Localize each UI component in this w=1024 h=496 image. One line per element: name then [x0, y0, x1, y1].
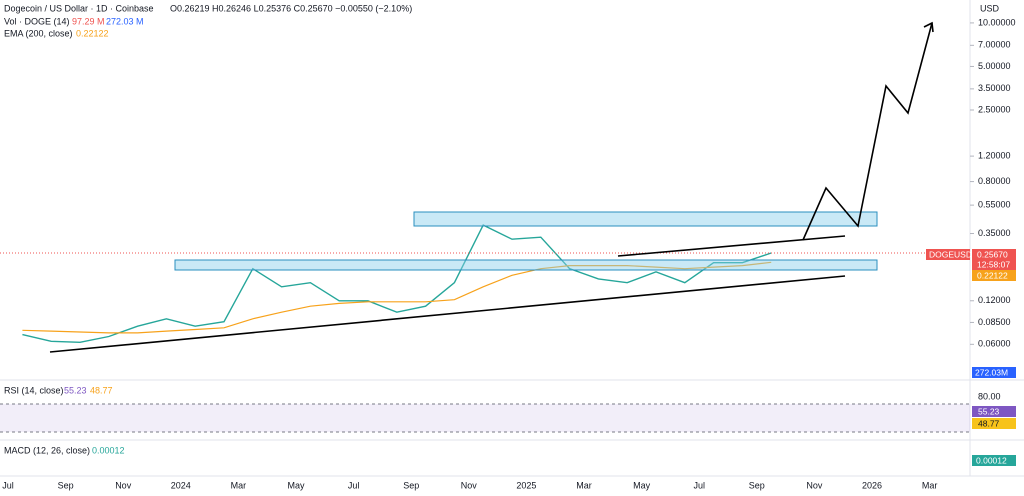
- x-tick-label: Sep: [749, 480, 765, 490]
- macd-value: 0.00012: [92, 445, 125, 455]
- rsi-label: RSI (14, close): [4, 385, 64, 395]
- projection: [802, 22, 933, 241]
- rsi-tag: [972, 406, 1016, 417]
- y-tick-label: 0.35000: [978, 228, 1011, 238]
- macd-tag: [972, 455, 1016, 466]
- rsi-tag-text: 55.23: [978, 406, 1000, 416]
- price-tag-text: 0.25670: [977, 249, 1008, 259]
- y-tick-label: 2.50000: [978, 104, 1011, 114]
- volume-tag-text: 272.03M: [975, 367, 1008, 377]
- y-tick-label: 5.00000: [978, 61, 1011, 71]
- support-zone: [174, 259, 878, 271]
- x-tick-label: Jul: [693, 480, 705, 490]
- price-tag: [972, 249, 1016, 270]
- symbol-title: Dogecoin / US Dollar · 1D · Coinbase: [4, 3, 154, 13]
- y-tick-label: 0.06000: [978, 339, 1011, 349]
- vol-value: 97.29 M: [72, 16, 105, 26]
- ohlc: O0.26219 H0.26246 L0.25376 C0.25670 −0.0…: [170, 3, 412, 13]
- x-tick-label: Sep: [403, 480, 419, 490]
- countdown: 12:58:07: [977, 259, 1010, 269]
- symbol-tag: [926, 249, 970, 260]
- y-tick-label: 3.50000: [978, 83, 1011, 93]
- y-tick-label: 0.80000: [978, 176, 1011, 186]
- ema-value: 0.22122: [76, 28, 109, 38]
- macd-tag-text: 0.00012: [976, 455, 1007, 465]
- x-tick-label: Jul: [348, 480, 360, 490]
- y-tick-label: 0.55000: [978, 200, 1011, 210]
- x-tick-label: 2025: [516, 480, 536, 490]
- x-tick-label: 2026: [862, 480, 882, 490]
- trend-line: [617, 235, 846, 257]
- x-tick-label: May: [287, 480, 305, 490]
- x-tick-label: Mar: [231, 480, 247, 490]
- arrow-head: [923, 21, 934, 33]
- ema-tag-text: 0.22122: [977, 270, 1008, 280]
- rsi-ma-tag: [972, 418, 1016, 429]
- ema-tag: [972, 270, 1016, 281]
- y-tick-label: 10.00000: [978, 17, 1016, 27]
- x-tick-label: Nov: [461, 480, 478, 490]
- x-tick-label: Mar: [922, 480, 938, 490]
- currency: USD: [980, 3, 1000, 13]
- rsi-ma-tag-text: 48.77: [978, 418, 1000, 428]
- volume-tag: [972, 367, 1016, 378]
- y-tick-label: 0.12000: [978, 295, 1011, 305]
- vol-label: Vol · DOGE (14): [4, 16, 70, 26]
- symbol-tag-text: DOGEUSD: [929, 249, 972, 259]
- x-tick-label: Mar: [576, 480, 592, 490]
- y-tick-label: 1.20000: [978, 150, 1011, 160]
- vol-ma: 272.03 M: [106, 16, 144, 26]
- trend-line: [49, 275, 846, 353]
- x-tick-label: Nov: [115, 480, 132, 490]
- rsi-axis-label: 80.00: [978, 391, 1001, 401]
- resistance-zone: [413, 211, 878, 227]
- series-line: [22, 224, 772, 344]
- y-tick-label: 0.08500: [978, 317, 1011, 327]
- rsi-ma: 48.77: [90, 385, 113, 395]
- rsi-band: [0, 404, 970, 432]
- series-line: [22, 261, 772, 334]
- y-tick-label: 7.00000: [978, 40, 1011, 50]
- x-tick-label: Sep: [58, 480, 74, 490]
- x-tick-label: Nov: [806, 480, 823, 490]
- x-tick-label: Jul: [2, 480, 14, 490]
- x-tick-label: 2024: [171, 480, 191, 490]
- ema-label: EMA (200, close): [4, 28, 73, 38]
- macd-label: MACD (12, 26, close): [4, 445, 90, 455]
- x-tick-label: May: [633, 480, 651, 490]
- rsi-value: 55.23: [64, 385, 87, 395]
